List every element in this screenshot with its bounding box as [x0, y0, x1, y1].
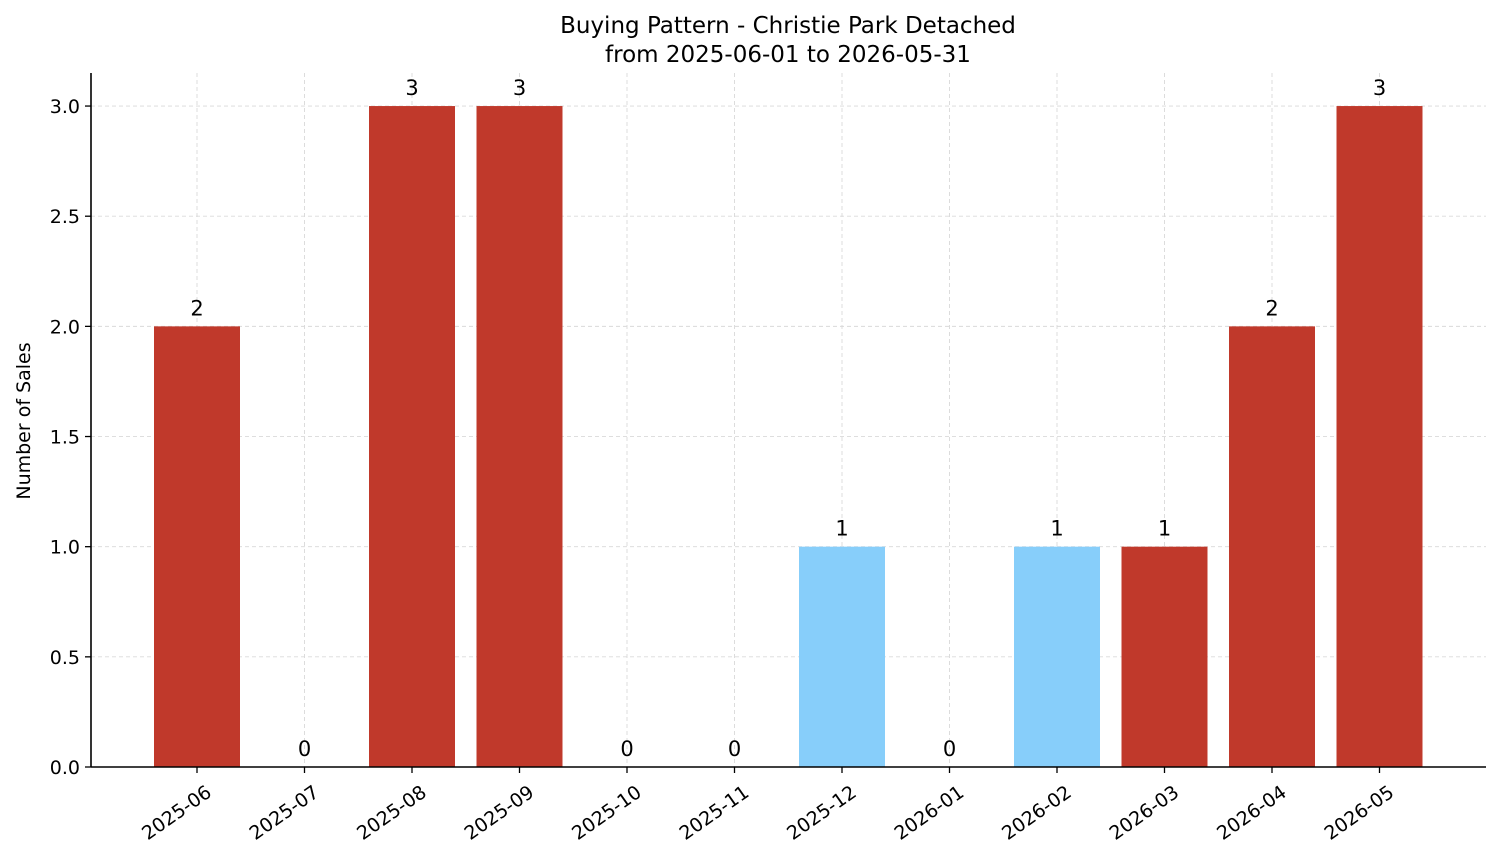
bar-2026-05 — [1336, 106, 1423, 768]
x-tick-label: 2026-05 — [1321, 781, 1399, 845]
data-label-2025-08: 3 — [405, 76, 418, 100]
y-ticks: 0.0 0.5 1.0 1.5 2.0 2.5 3.0 — [50, 96, 91, 779]
bar-2025-09 — [476, 106, 563, 768]
x-tick-label: 2026-01 — [891, 781, 969, 845]
data-label-2026-04: 2 — [1265, 296, 1278, 320]
data-label-2026-03: 1 — [1158, 517, 1171, 541]
x-tick-label: 2025-09 — [461, 781, 539, 845]
x-tick-label: 2026-03 — [1106, 781, 1184, 845]
data-label-2025-11: 0 — [728, 737, 741, 761]
bar-2025-08 — [369, 106, 455, 768]
x-tick-label: 2025-12 — [783, 781, 861, 845]
data-label-2026-02: 1 — [1050, 517, 1063, 541]
x-tick-label: 2026-02 — [998, 781, 1076, 845]
data-label-2025-12: 1 — [835, 517, 848, 541]
y-tick-label: 3.0 — [50, 96, 80, 118]
bars — [154, 106, 1423, 768]
data-label-2025-09: 3 — [513, 76, 526, 100]
data-label-2025-07: 0 — [298, 737, 311, 761]
x-tick-label: 2025-10 — [568, 781, 646, 845]
x-ticks: 2025-06 2025-07 2025-08 2025-09 2025-10 2025-… — [138, 767, 1398, 845]
bar-2026-02 — [1014, 546, 1100, 767]
x-tick-label: 2025-06 — [138, 781, 216, 845]
bar-2026-03 — [1121, 546, 1208, 767]
bar-2025-12 — [799, 546, 885, 767]
bar-2025-06 — [154, 326, 240, 767]
x-tick-label: 2026-04 — [1213, 781, 1291, 845]
data-label-2025-10: 0 — [620, 737, 633, 761]
x-tick-label: 2025-11 — [676, 781, 754, 845]
x-tick-label: 2025-07 — [246, 781, 324, 845]
y-tick-label: 1.0 — [50, 537, 80, 559]
y-tick-label: 0.5 — [50, 647, 80, 669]
data-labels: 2 0 3 3 0 0 1 0 1 1 2 3 — [190, 76, 1386, 761]
bar-2026-04 — [1229, 326, 1315, 767]
data-label-2025-06: 2 — [190, 296, 203, 320]
chart-subtitle: from 2025-06-01 to 2026-05-31 — [605, 42, 971, 68]
data-label-2026-01: 0 — [943, 737, 956, 761]
data-label-2026-05: 3 — [1373, 76, 1386, 100]
y-tick-label: 1.5 — [50, 427, 80, 449]
y-axis-label: Number of Sales — [13, 342, 35, 499]
axes — [90, 73, 1486, 768]
y-tick-label: 2.0 — [50, 316, 80, 338]
y-tick-label: 2.5 — [50, 206, 80, 228]
chart-title: Buying Pattern - Christie Park Detached — [560, 13, 1016, 39]
y-tick-label: 0.0 — [50, 757, 80, 779]
x-tick-label: 2025-08 — [353, 781, 431, 845]
